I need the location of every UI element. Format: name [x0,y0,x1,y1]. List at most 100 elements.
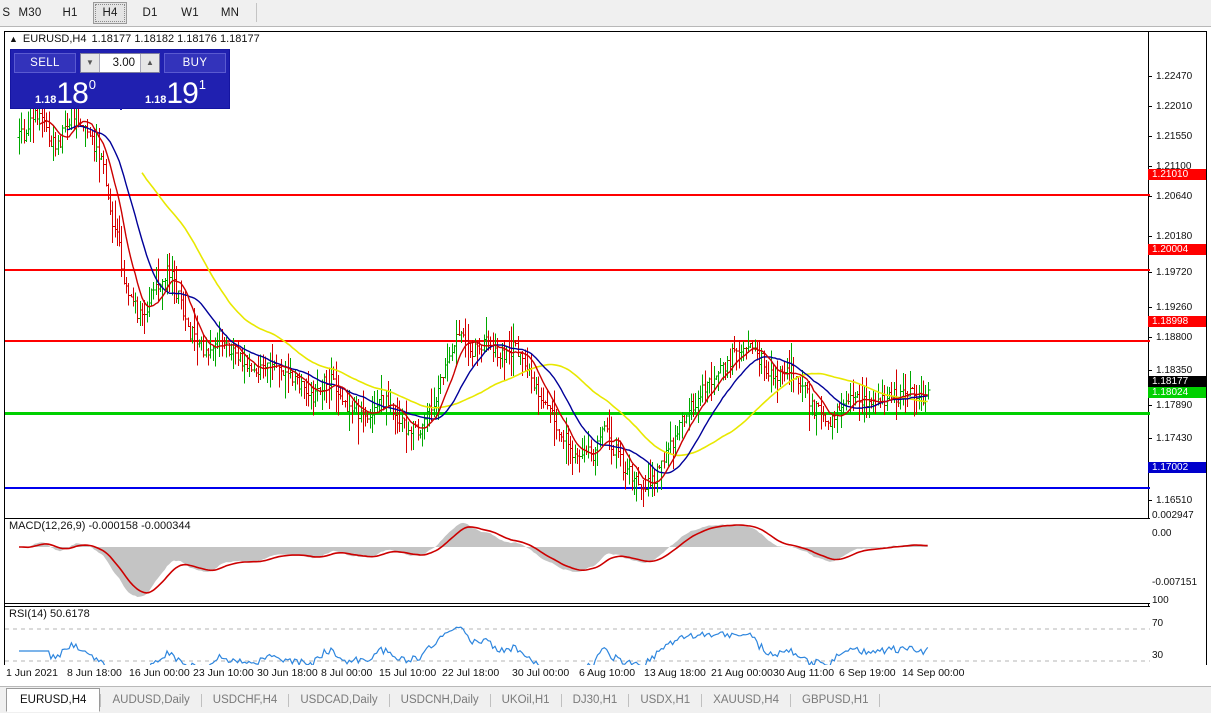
trade-panel-controls: SELL ▼ 3.00 ▲ BUY [11,50,229,75]
time-axis-label: 8 Jun 18:00 [67,667,122,679]
toolbar-empty-area [263,0,1211,26]
rsi-indicator-label: RSI(14) 50.6178 [9,608,90,620]
time-axis-label: 6 Sep 19:00 [839,667,896,679]
time-axis[interactable]: 1 Jun 2021 8 Jun 18:00 16 Jun 00:00 23 Jun … [4,665,1207,685]
price-tick-label: 1.17430 [1148,433,1206,444]
price-level-badge-blue: 1.17002 [1148,462,1206,473]
tab-divider [628,693,630,707]
timeframe-toolbar: S M30 H1 H4 D1 W1 MN [0,0,1211,27]
chart-window[interactable]: ▲ EURUSD,H4 1.18177 1.18182 1.18176 1.18… [4,31,1207,683]
pane-separator-rsi[interactable] [5,603,1150,604]
pane-separator-rsi-2 [5,606,1150,607]
tab-divider [879,693,881,707]
price-tick-label: 1.22470 [1148,71,1206,82]
macd-scale-label: 0.002947 [1152,510,1194,521]
price-tick-mark [1149,500,1152,501]
price-level-badge-black: 1.18177 [1148,376,1206,387]
ask-price[interactable]: 1.18 19 1 [120,75,229,110]
symbol-tab-eurusd[interactable]: EURUSD,H4 [6,688,101,712]
price-tick-mark [1149,76,1152,77]
time-axis-label: 30 Jun 18:00 [257,667,318,679]
symbol-tab-gbpusd[interactable]: GBPUSD,H1 [802,694,869,706]
symbol-tab-usdx[interactable]: USDX,H1 [640,694,691,706]
tab-divider [560,693,562,707]
macd-pane[interactable]: MACD(12,26,9) -0.000158 -0.000344 [5,519,1150,603]
chart-ohlc-values: 1.18177 1.18182 1.18176 1.18177 [91,33,260,45]
symbol-tab-usdchf[interactable]: USDCHF,H4 [212,694,278,706]
sell-button[interactable]: SELL [14,52,76,73]
price-tick-label: 1.18800 [1148,332,1206,343]
trade-panel-quotes: 1.18 18 0 1.18 19 1 [11,75,229,110]
hline-resistance-2[interactable] [5,269,1150,271]
tab-divider [288,693,290,707]
hline-resistance-1[interactable] [5,194,1150,196]
macd-indicator-label: MACD(12,26,9) -0.000158 -0.000344 [9,520,191,532]
price-tick-label: 1.21550 [1148,131,1206,142]
time-axis-label: 22 Jul 18:00 [442,667,500,679]
time-axis-label: 14 Sep 00:00 [902,667,965,679]
timeframe-button-d1[interactable]: D1 [142,7,158,19]
symbol-tab-usdcnh[interactable]: USDCNH,Daily [400,694,479,706]
symbol-tab-audusd[interactable]: AUDUSD,Daily [112,694,190,706]
time-axis-label: 8 Jul 00:00 [321,667,373,679]
macd-series [19,522,928,597]
tab-divider [701,693,703,707]
price-tick-mark [1149,196,1152,197]
symbol-tab-ukoil[interactable]: UKOil,H1 [501,694,550,706]
symbol-tab-usdcad[interactable]: USDCAD,Daily [300,694,378,706]
price-tick-label: 1.19720 [1148,267,1206,278]
chart-collapse-icon[interactable]: ▲ [9,33,18,44]
price-tick-mark [1149,307,1152,308]
tab-divider [790,693,791,707]
price-scale[interactable]: 1.22470 1.22010 1.21550 1.21100 1.21010 1.206… [1148,32,1206,682]
tab-divider [489,693,491,707]
tab-divider [200,693,202,707]
chart-header: ▲ EURUSD,H4 1.18177 1.18182 1.18176 1.18… [9,32,260,46]
price-tick-mark [1149,337,1152,338]
hline-support-blue[interactable] [5,487,1150,489]
rsi-scale-label: 70 [1152,618,1164,629]
price-tick-mark [1149,166,1152,167]
price-tick-label: 1.20180 [1148,231,1206,242]
bid-price-fraction: 0 [88,77,97,92]
timeframe-button-w1[interactable]: W1 [181,7,199,19]
chart-symbol-label: EURUSD,H4 [22,33,87,45]
timeframe-button-mn[interactable]: MN [220,7,240,19]
symbol-tab-dj30[interactable]: DJ30,H1 [572,694,618,706]
price-level-badge-red: 1.21010 [1148,169,1206,180]
volume-stepper[interactable]: ▼ 3.00 ▲ [80,52,160,73]
symbol-tab-xauusd[interactable]: XAUUSD,H4 [713,694,779,706]
timeframe-button-h1[interactable]: H1 [62,7,78,19]
price-level-badge-green: 1.18024 [1148,387,1206,398]
time-axis-label: 6 Aug 10:00 [579,667,636,679]
buy-button[interactable]: BUY [164,52,226,73]
pane-separator-macd[interactable] [5,518,1150,519]
one-click-trading-panel[interactable]: SELL ▼ 3.00 ▲ BUY 1.18 18 0 1.18 19 1 [10,49,230,110]
hline-support-green[interactable] [5,412,1150,415]
time-axis-label: 30 Aug 11:00 [773,667,835,679]
toolbar-divider [256,3,257,22]
time-axis-label: 16 Jun 00:00 [129,667,190,679]
macd-scale-label: -0.007151 [1152,577,1198,588]
bid-price[interactable]: 1.18 18 0 [11,75,120,110]
timeframe-button-h4[interactable]: H4 [93,2,127,24]
volume-decrease-icon[interactable]: ▼ [81,53,100,72]
volume-increase-icon[interactable]: ▲ [140,53,159,72]
bid-price-big: 18 [56,77,88,110]
tab-divider [388,693,390,707]
price-tick-mark [1149,136,1152,137]
rsi-series [5,626,1150,682]
timeframe-button-m30[interactable]: M30 [18,7,42,19]
price-pane[interactable] [5,46,1150,518]
time-axis-label: 21 Aug 00:00 [711,667,773,679]
timeframe-button-s[interactable]: S [2,7,10,19]
volume-input[interactable]: 3.00 [100,53,140,72]
price-tick-mark [1149,106,1152,107]
hline-resistance-3[interactable] [5,340,1150,342]
tab-divider [100,693,102,707]
price-tick-mark [1149,438,1152,439]
price-tick-label: 1.22010 [1148,101,1206,112]
price-tick-mark [1149,236,1152,237]
candlestick-series [17,89,931,508]
